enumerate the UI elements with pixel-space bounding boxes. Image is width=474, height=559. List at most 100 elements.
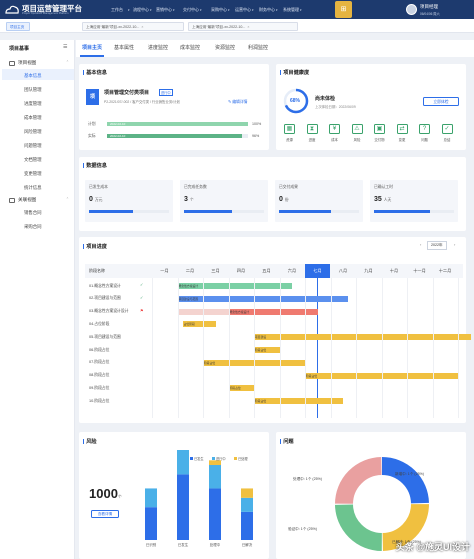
sidebar-item-11[interactable]: 销售合同 — [24, 210, 42, 215]
health-item-icon-0[interactable]: ▦ — [284, 124, 295, 134]
content-tab-1[interactable]: 基本属性 — [114, 45, 135, 51]
gantt-header-row — [85, 264, 463, 278]
stat-number: 0 — [89, 196, 93, 203]
stat-number: 35 — [374, 196, 382, 203]
sidebar-item-8[interactable]: 变更管理 — [24, 171, 42, 176]
health-item-icon-4[interactable]: ▣ — [374, 124, 385, 134]
collapse-icon[interactable]: ☰ — [63, 44, 68, 50]
risk-group-label-2: 处理中 — [210, 542, 221, 547]
chevron-icon[interactable]: ⌃ — [66, 60, 70, 64]
health-ring — [283, 88, 309, 114]
sidebar-item-3[interactable]: 进度管理 — [24, 101, 42, 106]
gantt-row-label-1: 02.项目建设与范围 — [89, 296, 121, 301]
issue-donut-chart — [335, 457, 429, 551]
health-item-label-5: 变更 — [398, 138, 406, 142]
risk-legend-0: 已发生 — [194, 457, 204, 461]
gantt-today-line — [317, 278, 318, 418]
stat-value-0: 0 万元 — [89, 196, 102, 203]
health-item-label-1: 进度 — [308, 138, 316, 142]
health-panel — [276, 64, 466, 150]
sidebar-item-6[interactable]: 问题管理 — [24, 143, 42, 148]
issue-title: 问题 — [280, 438, 293, 445]
health-item-icon-7[interactable]: ✓ — [441, 124, 453, 134]
chevron-down-icon: ▾ — [150, 8, 152, 12]
gantt-year[interactable]: 2022年 — [427, 241, 447, 250]
nav-item-2[interactable]: 营销中心 — [156, 7, 172, 12]
actual-dates: 2022-02-10 — [110, 134, 126, 138]
user-name[interactable]: 项目经理 — [420, 4, 438, 9]
risk-bar-1-0 — [177, 474, 189, 540]
gantt-month-0: 一月 — [160, 268, 169, 273]
gantt-bar-5[interactable]: 阶段占位 — [254, 347, 280, 353]
risk-legend-2: 已处理 — [238, 457, 248, 461]
sidebar-item-4[interactable]: 成本管理 — [24, 115, 42, 120]
nav-item-5[interactable]: 运营中心 — [235, 7, 251, 12]
gantt-prev-icon[interactable]: ‹ — [420, 242, 422, 247]
gantt-bar-label: 项目建设 — [255, 335, 267, 340]
content-tab-2[interactable]: 进度监控 — [148, 45, 169, 51]
nav-item-1[interactable]: 流程中心 — [133, 7, 149, 12]
gantt-next-icon[interactable]: › — [454, 242, 456, 247]
gantt-col-label: 阶段名称 — [89, 268, 105, 273]
stat-label-1: 已完成任务数 — [184, 185, 207, 189]
sidebar-group-0[interactable]: 项目视图 — [18, 60, 37, 65]
risk-bar-1-1 — [177, 450, 189, 475]
edit-detail-link[interactable]: ✎ 编辑详情 — [228, 100, 248, 104]
gantt-month-7: 八月 — [338, 268, 348, 273]
risk-bar-chart: 已识别 已发生 处理中 已解决 — [145, 450, 253, 547]
project-name: 项目管理交付类项目 — [104, 90, 150, 96]
sidebar-item-12[interactable]: 采购合同 — [24, 224, 42, 229]
nav-item-0[interactable]: 工作台 — [111, 7, 123, 12]
nav-item-7[interactable]: 系统管理 — [283, 7, 299, 12]
status-icon: ⚑ — [140, 307, 144, 313]
health-item-label-3: 风险 — [353, 138, 361, 142]
gantt-bar-8[interactable]: 阶段占位 — [228, 385, 254, 392]
page-tab-project-2[interactable]: 上海应用“最新”项目-xx-2022-10... × — [188, 22, 298, 31]
health-item-icon-5[interactable]: ⇄ — [396, 124, 408, 134]
check-now-button[interactable]: 立即体检 — [423, 97, 459, 106]
risk-bar-2-0 — [209, 488, 221, 540]
nav-item-3[interactable]: 交付中心 — [183, 7, 199, 12]
grid-menu-icon[interactable]: ⊞ — [335, 1, 352, 18]
stat-unit: 个 — [189, 198, 194, 202]
nav-item-6[interactable]: 财务中心 — [259, 7, 275, 12]
stat-number: 3 — [184, 196, 188, 203]
gantt-bar-3[interactable]: 占位阶段 — [182, 321, 216, 328]
gantt-bar-1[interactable]: 项目建设与范围 — [177, 295, 349, 302]
sidebar-item-9[interactable]: 统计信息 — [24, 185, 42, 190]
sidebar-item-1[interactable]: 基本信息 — [24, 73, 42, 78]
health-item-icon-3[interactable]: ⚠ — [351, 124, 363, 134]
sidebar-item-7[interactable]: 文档管理 — [24, 157, 42, 162]
chevron-icon[interactable]: ⌃ — [66, 197, 70, 201]
risk-detail-button[interactable]: 查看详情 — [91, 510, 119, 518]
folder-icon — [9, 198, 15, 203]
health-item-icon-2[interactable]: ¥ — [329, 124, 340, 134]
gantt-month-3: 四月 — [236, 268, 246, 273]
project-status-tag: 进行中 — [159, 89, 173, 96]
content-tab-5[interactable]: 利润监控 — [248, 45, 269, 51]
content-tab-4[interactable]: 资源监控 — [215, 45, 236, 51]
stat-bar-fill — [374, 210, 430, 213]
stat-value-2: 0 份 — [279, 196, 289, 203]
sidebar-item-2[interactable]: 团队管理 — [24, 87, 42, 92]
risk-legend-1: 进行中 — [216, 457, 226, 461]
gantt-bar-0[interactable]: 概念性方案设计 — [177, 283, 293, 289]
gantt-bar-4[interactable]: 项目建设 — [254, 334, 471, 341]
avatar[interactable] — [406, 4, 417, 15]
gantt-month-1: 二月 — [185, 268, 195, 273]
sidebar-group-10[interactable]: 关联视图 — [18, 197, 37, 202]
page-tab-home[interactable]: 项目主页 — [6, 22, 30, 31]
gantt-bar-9[interactable]: 阶段占位 — [254, 398, 344, 405]
project-badge: 项 — [86, 89, 99, 105]
page-tab-project-1[interactable]: 上海应用“最新”项目-xx-2022-10... × — [82, 22, 184, 31]
health-item-icon-1[interactable]: ⧗ — [306, 124, 318, 134]
sidebar-item-5[interactable]: 风险管理 — [24, 129, 42, 134]
gantt-bar-2[interactable]: 概念性方案设计 — [228, 308, 318, 315]
gantt-bar-label: 阶段占位 — [255, 348, 267, 352]
chevron-down-icon: ▾ — [276, 8, 278, 12]
nav-item-4[interactable]: 采购中心 — [211, 7, 227, 12]
gantt-row-label-2: 03.概念性方案设计设计 — [89, 309, 129, 314]
content-tab-0[interactable]: 项目主页 — [82, 45, 103, 51]
content-tab-3[interactable]: 成本监控 — [180, 45, 201, 51]
health-item-icon-6[interactable]: ? — [419, 124, 430, 134]
